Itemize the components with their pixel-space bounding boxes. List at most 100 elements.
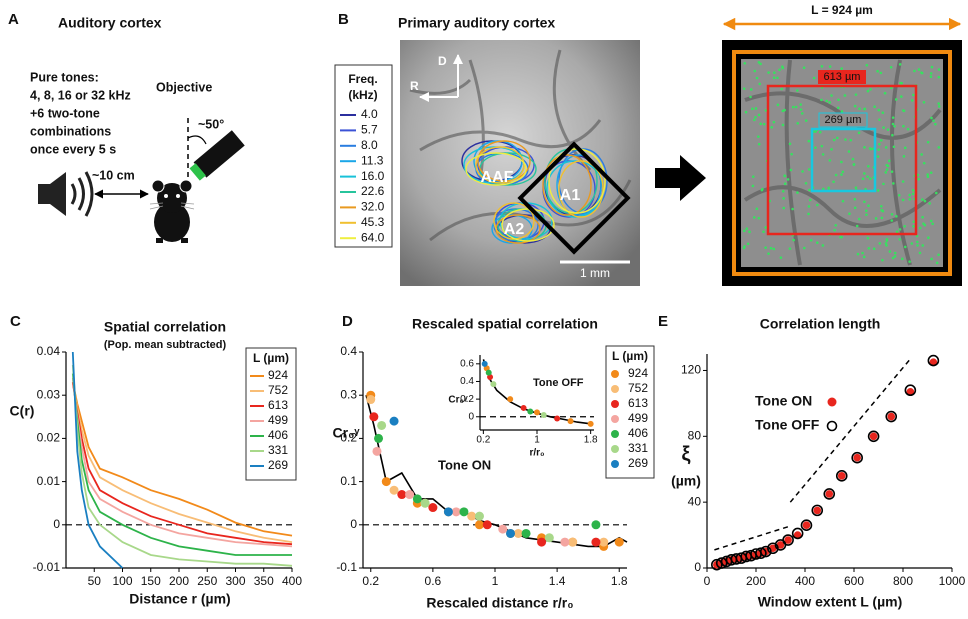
cell <box>777 104 780 107</box>
point <box>541 412 547 418</box>
cell <box>880 72 883 75</box>
cell <box>796 89 799 92</box>
cell <box>834 224 837 227</box>
point <box>591 538 600 547</box>
cell <box>938 105 941 108</box>
point <box>372 447 381 456</box>
cell <box>889 250 892 253</box>
cell <box>930 117 933 120</box>
point <box>838 472 846 480</box>
figure: A Auditory cortex Pure tones: 4, 8, 16 o… <box>0 0 968 614</box>
distance-label: ~10 cm <box>92 168 135 182</box>
cell <box>904 246 907 249</box>
y-tick-label: 0 <box>468 411 474 422</box>
panel-title: Primary auditory cortex <box>398 15 555 31</box>
panel-title: Auditory cortex <box>58 15 162 31</box>
cell <box>869 177 872 180</box>
panel-letter: E <box>658 313 668 330</box>
chart-title: Rescaled spatial correlation <box>412 316 598 332</box>
point <box>482 361 488 367</box>
point <box>467 512 476 521</box>
cell <box>938 146 941 149</box>
legend-swatch <box>828 398 837 407</box>
cell <box>753 119 756 122</box>
cell <box>900 95 903 98</box>
mouse-icon <box>150 180 194 243</box>
cell <box>930 171 933 174</box>
point <box>537 538 546 547</box>
point <box>390 486 399 495</box>
legend-label: Tone OFF <box>755 417 820 433</box>
cell <box>903 155 906 158</box>
cell <box>890 219 893 222</box>
legend-label: 32.0 <box>361 200 385 214</box>
point <box>615 538 624 547</box>
cell <box>809 199 812 202</box>
cell <box>882 183 885 186</box>
x-tick-label: 1.8 <box>584 435 598 446</box>
y-tick-label: 0.4 <box>460 376 474 387</box>
cell <box>744 62 747 65</box>
cell <box>848 150 851 153</box>
cell <box>830 94 833 97</box>
cell <box>854 206 857 209</box>
chart-title: Spatial correlation <box>104 319 226 335</box>
cell <box>749 96 752 99</box>
cell <box>912 94 915 97</box>
cell <box>880 209 883 212</box>
point <box>382 477 391 486</box>
cell <box>782 124 785 127</box>
cell <box>892 116 895 119</box>
point <box>377 421 386 430</box>
cell <box>887 128 890 131</box>
cell <box>780 88 783 91</box>
stimulus-text: +6 two-tone <box>30 106 100 120</box>
cell <box>899 228 902 231</box>
cell <box>842 200 845 203</box>
cell <box>808 189 811 192</box>
cell <box>807 213 810 216</box>
cell <box>756 77 759 80</box>
cell <box>878 143 881 146</box>
stimulus-text: Pure tones: <box>30 70 99 84</box>
y-tick-label: 0.2 <box>460 394 474 405</box>
cell <box>816 204 819 207</box>
cell <box>912 220 915 223</box>
cell <box>852 158 855 161</box>
point <box>413 494 422 503</box>
x-tick-label: 0 <box>704 574 711 588</box>
cell <box>918 68 921 71</box>
cell <box>911 99 914 102</box>
cell <box>761 189 764 192</box>
point <box>568 538 577 547</box>
cell <box>789 247 792 250</box>
point <box>498 525 507 534</box>
cell <box>927 141 930 144</box>
legend-title: (kHz) <box>348 88 377 102</box>
cell <box>750 88 753 91</box>
cell <box>921 216 924 219</box>
x-tick-label: 400 <box>282 574 302 588</box>
panel-letter: B <box>338 11 349 28</box>
panel-letter: C <box>10 313 21 330</box>
legend-title: L (µm) <box>612 349 648 363</box>
cell <box>938 68 941 71</box>
legend-title: Freq. <box>348 72 377 86</box>
cell <box>752 185 755 188</box>
fit-line <box>366 395 627 546</box>
cell <box>758 143 761 146</box>
y-tick-label: -0.01 <box>33 560 61 574</box>
cell <box>787 178 790 181</box>
cell <box>759 63 762 66</box>
cell <box>820 145 823 148</box>
point <box>452 507 461 516</box>
point <box>374 434 383 443</box>
x-axis-title: Window extent L (µm) <box>758 594 903 610</box>
point <box>588 421 594 427</box>
y-tick-label: 0 <box>53 517 60 531</box>
cell <box>849 139 852 142</box>
cell <box>902 180 905 183</box>
cell <box>876 70 879 73</box>
legend-label: 4.0 <box>361 107 378 121</box>
cell <box>930 75 933 78</box>
